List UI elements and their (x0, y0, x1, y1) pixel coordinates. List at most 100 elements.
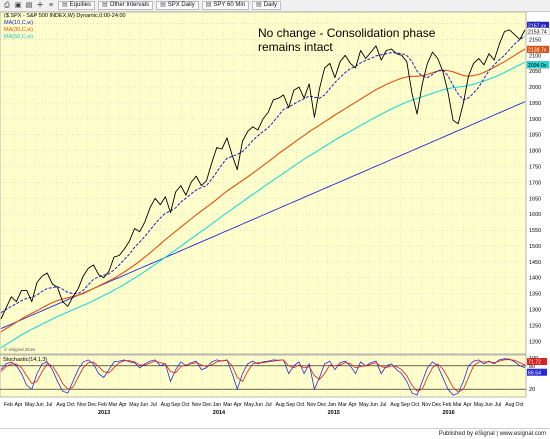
x-month-label: Apr (234, 402, 242, 408)
intervals-label: Other Intervals (109, 2, 150, 8)
y-tick-label: 1500 (529, 244, 541, 250)
y-tick-label: 1900 (529, 117, 541, 123)
equities-button[interactable]: ▤ Equities (58, 1, 96, 10)
equities-icon: ▤ (62, 2, 68, 8)
legend: ($.SPX - S&P 500 INDEX,W) Dynamic,0:00-2… (4, 13, 126, 40)
x-month-label: Oct (296, 402, 305, 408)
chart-title-line-2: remains intact (258, 40, 333, 54)
x-month-label: Oct (411, 402, 420, 408)
legend-ma2: MA(30,C,w) (4, 27, 33, 33)
oscillator-legend: Stochastic(14,1,3) (3, 357, 47, 363)
y-tick-label: 1950 (529, 101, 541, 107)
x-year-label: 2015 (328, 410, 340, 416)
x-year-label: 2014 (213, 410, 226, 416)
y-tick-label: 1300 (529, 308, 541, 314)
series-lines (0, 29, 526, 349)
print-icon[interactable]: ⎙ (4, 2, 10, 9)
osc-label-box (527, 368, 547, 376)
osc-tick-label: 20 (529, 387, 535, 393)
series-line-ma1 (0, 35, 526, 314)
x-month-label: Aug (56, 402, 65, 408)
x-year-label: 2013 (98, 410, 110, 416)
x-month-label: Oct (67, 402, 76, 408)
y-tick-label: 2100 (529, 53, 541, 59)
price-label-text: 2094.0x (528, 63, 547, 69)
x-year-label: 2016 (442, 410, 454, 416)
x-month-label: Oct (181, 402, 190, 408)
x-month-label: Jun (35, 402, 43, 408)
x-month-label: Jul (46, 402, 53, 408)
footer-text: Published by eSignal | www.esignal.com (438, 431, 546, 437)
legend-ma3: MA(50,C,w) (4, 34, 33, 40)
crosshair-icon[interactable]: ✛ (37, 2, 43, 9)
x-month-label: Aug (161, 402, 170, 408)
x-month-label: Jun (369, 402, 377, 408)
y-tick-label: 1850 (529, 133, 541, 139)
price-label-text: 2167.xx (528, 23, 547, 29)
x-month-label: Nov (77, 402, 87, 408)
x-month-label: Apr (119, 402, 127, 408)
y-tick-label: 1250 (529, 323, 541, 329)
x-month-label: Oct (516, 402, 525, 408)
x-month-label: Jun (255, 402, 263, 408)
toolbar: ⎙ ▣ ▤ ✛ ≡ ▤ Equities ▤ Other Intervals ▤ SP… (0, 0, 550, 12)
x-month-label: Dec (317, 402, 327, 408)
price-label-text: 2153.74 (528, 29, 547, 35)
x-month-label: Jun (140, 402, 148, 408)
y-tick-label: 2000 (529, 85, 541, 91)
x-month-label: Mar (108, 402, 117, 408)
x-month-label: Feb (98, 402, 107, 408)
x-month-label: Sep (401, 402, 410, 408)
grid-lines (0, 14, 526, 397)
y-tick-label: 1550 (529, 228, 541, 234)
osc-tick-label: 80 (529, 364, 535, 370)
daily-button[interactable]: ▤ Daily (252, 1, 282, 10)
y-tick-label: 1650 (529, 196, 541, 202)
spy-60-min-button[interactable]: ▤ SPY 60 Min (201, 1, 249, 10)
y-tick-label: 1700 (529, 180, 541, 186)
osc-label-box (527, 358, 547, 366)
x-month-label: Aug (505, 402, 514, 408)
x-month-label: May (359, 402, 369, 408)
equities-label: Equities (69, 2, 92, 8)
legend-series-title: ($.SPX - S&P 500 INDEX,W) Dynamic,0:00-2… (4, 13, 126, 19)
menu-icon[interactable]: ≡ (48, 2, 54, 9)
y-tick-label: 1600 (529, 212, 541, 218)
spy-60-icon: ▤ (205, 2, 212, 8)
y-tick-label: 2050 (529, 69, 541, 75)
x-month-label: Feb (442, 402, 451, 408)
price-label-box (526, 45, 550, 54)
copy-icon[interactable]: ▣ (14, 2, 22, 9)
main-panel-border (0, 12, 527, 355)
x-month-label: Nov (192, 402, 202, 408)
copyright-text: © eSignal 2016 (4, 346, 35, 352)
x-month-label: Mar (338, 402, 347, 408)
oscillator-lines (0, 358, 526, 396)
axes: 1200 1250 1300 1350 1400 1450 1500 1550 1600 1650… (0, 12, 541, 416)
main-plot-area (0, 12, 526, 354)
chart-canvas: 1200 1250 1300 1350 1400 1450 1500 1550 1600 1650… (0, 12, 550, 428)
series-line-ma2 (0, 48, 526, 333)
other-intervals-button[interactable]: ▤ Other Intervals (98, 1, 154, 10)
footer: Published by eSignal | www.esignal.com (0, 428, 550, 439)
x-month-label: Jul (380, 402, 387, 408)
y-tick-label: 2150 (529, 37, 541, 43)
x-month-label: Mar (453, 402, 462, 408)
x-month-label: Nov (422, 402, 432, 408)
x-month-label: Jul (150, 402, 157, 408)
x-month-label: Apr (463, 402, 471, 408)
daily-label: Daily (263, 2, 278, 8)
x-month-label: Dec (88, 402, 98, 408)
x-month-label: Jul (265, 402, 272, 408)
x-month-label: Aug (390, 402, 399, 408)
y-tick-label: 1350 (529, 292, 541, 298)
x-month-label: May (474, 402, 484, 408)
save-icon[interactable]: ▤ (25, 2, 33, 9)
y-tick-label: 1400 (529, 276, 541, 282)
spx-daily-button[interactable]: ▤ SPX Daily (156, 1, 199, 10)
spx-daily-label: SPX Daily (167, 2, 195, 8)
x-month-label: Apr (349, 402, 357, 408)
x-month-label: May (25, 402, 35, 408)
